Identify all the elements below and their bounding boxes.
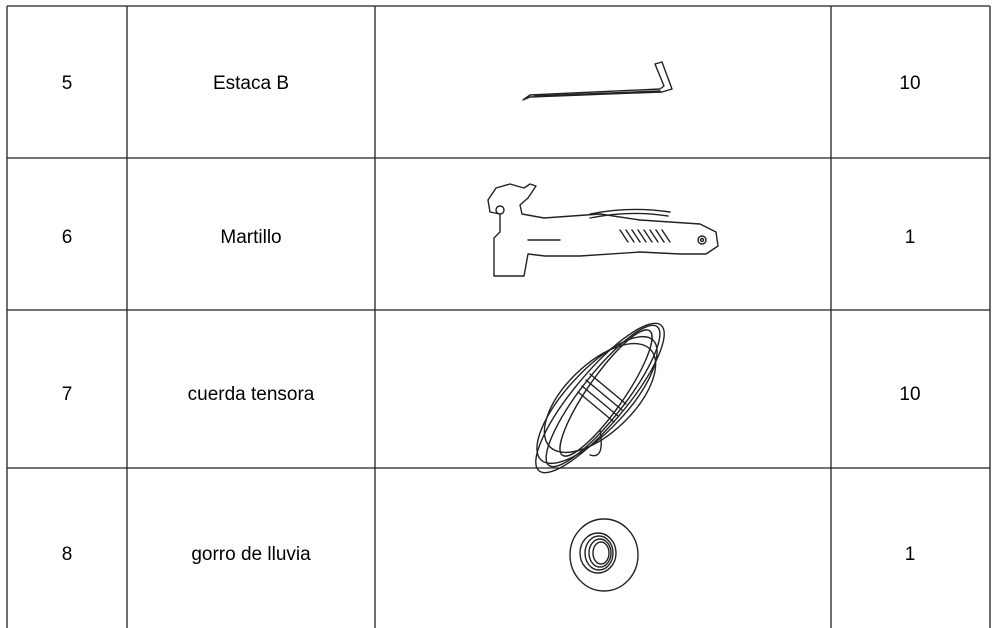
table-grid [6, 5, 991, 628]
item-name: Martillo [220, 227, 281, 248]
rain-cap-icon [569, 518, 639, 592]
item-quantity: 10 [899, 384, 920, 405]
item-number: 7 [62, 384, 73, 405]
hammer-icon [487, 183, 719, 277]
item-name: gorro de lluvia [191, 544, 311, 565]
rope-icon [535, 322, 665, 474]
item-name: cuerda tensora [188, 384, 315, 405]
item-quantity: 1 [905, 544, 916, 565]
item-quantity: 1 [905, 227, 916, 248]
item-number: 5 [62, 73, 73, 94]
item-name: Estaca B [213, 73, 289, 94]
item-quantity: 10 [899, 73, 920, 94]
item-number: 6 [62, 227, 73, 248]
stake-icon [522, 61, 673, 101]
item-number: 8 [62, 544, 73, 565]
